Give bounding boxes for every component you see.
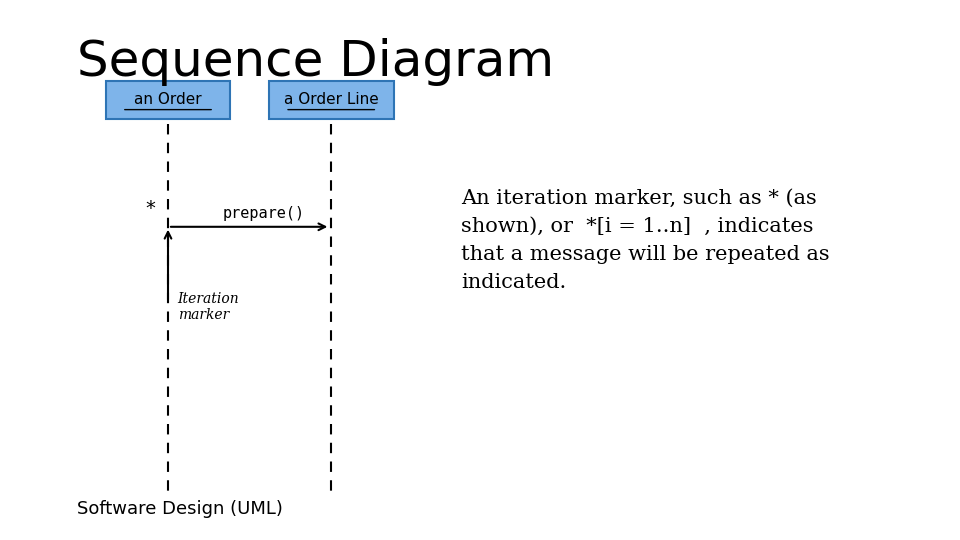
Text: prepare(): prepare() — [223, 206, 305, 221]
FancyBboxPatch shape — [269, 81, 394, 119]
Text: An iteration marker, such as * (as
shown), or  *[i = 1..n]  , indicates
that a m: An iteration marker, such as * (as shown… — [461, 189, 829, 292]
Text: Sequence Diagram: Sequence Diagram — [77, 38, 554, 86]
Text: *: * — [145, 199, 156, 218]
Text: Software Design (UML): Software Design (UML) — [77, 501, 282, 518]
Text: a Order Line: a Order Line — [284, 92, 378, 107]
Text: Iteration
marker: Iteration marker — [178, 292, 239, 322]
Text: an Order: an Order — [134, 92, 202, 107]
FancyBboxPatch shape — [106, 81, 230, 119]
